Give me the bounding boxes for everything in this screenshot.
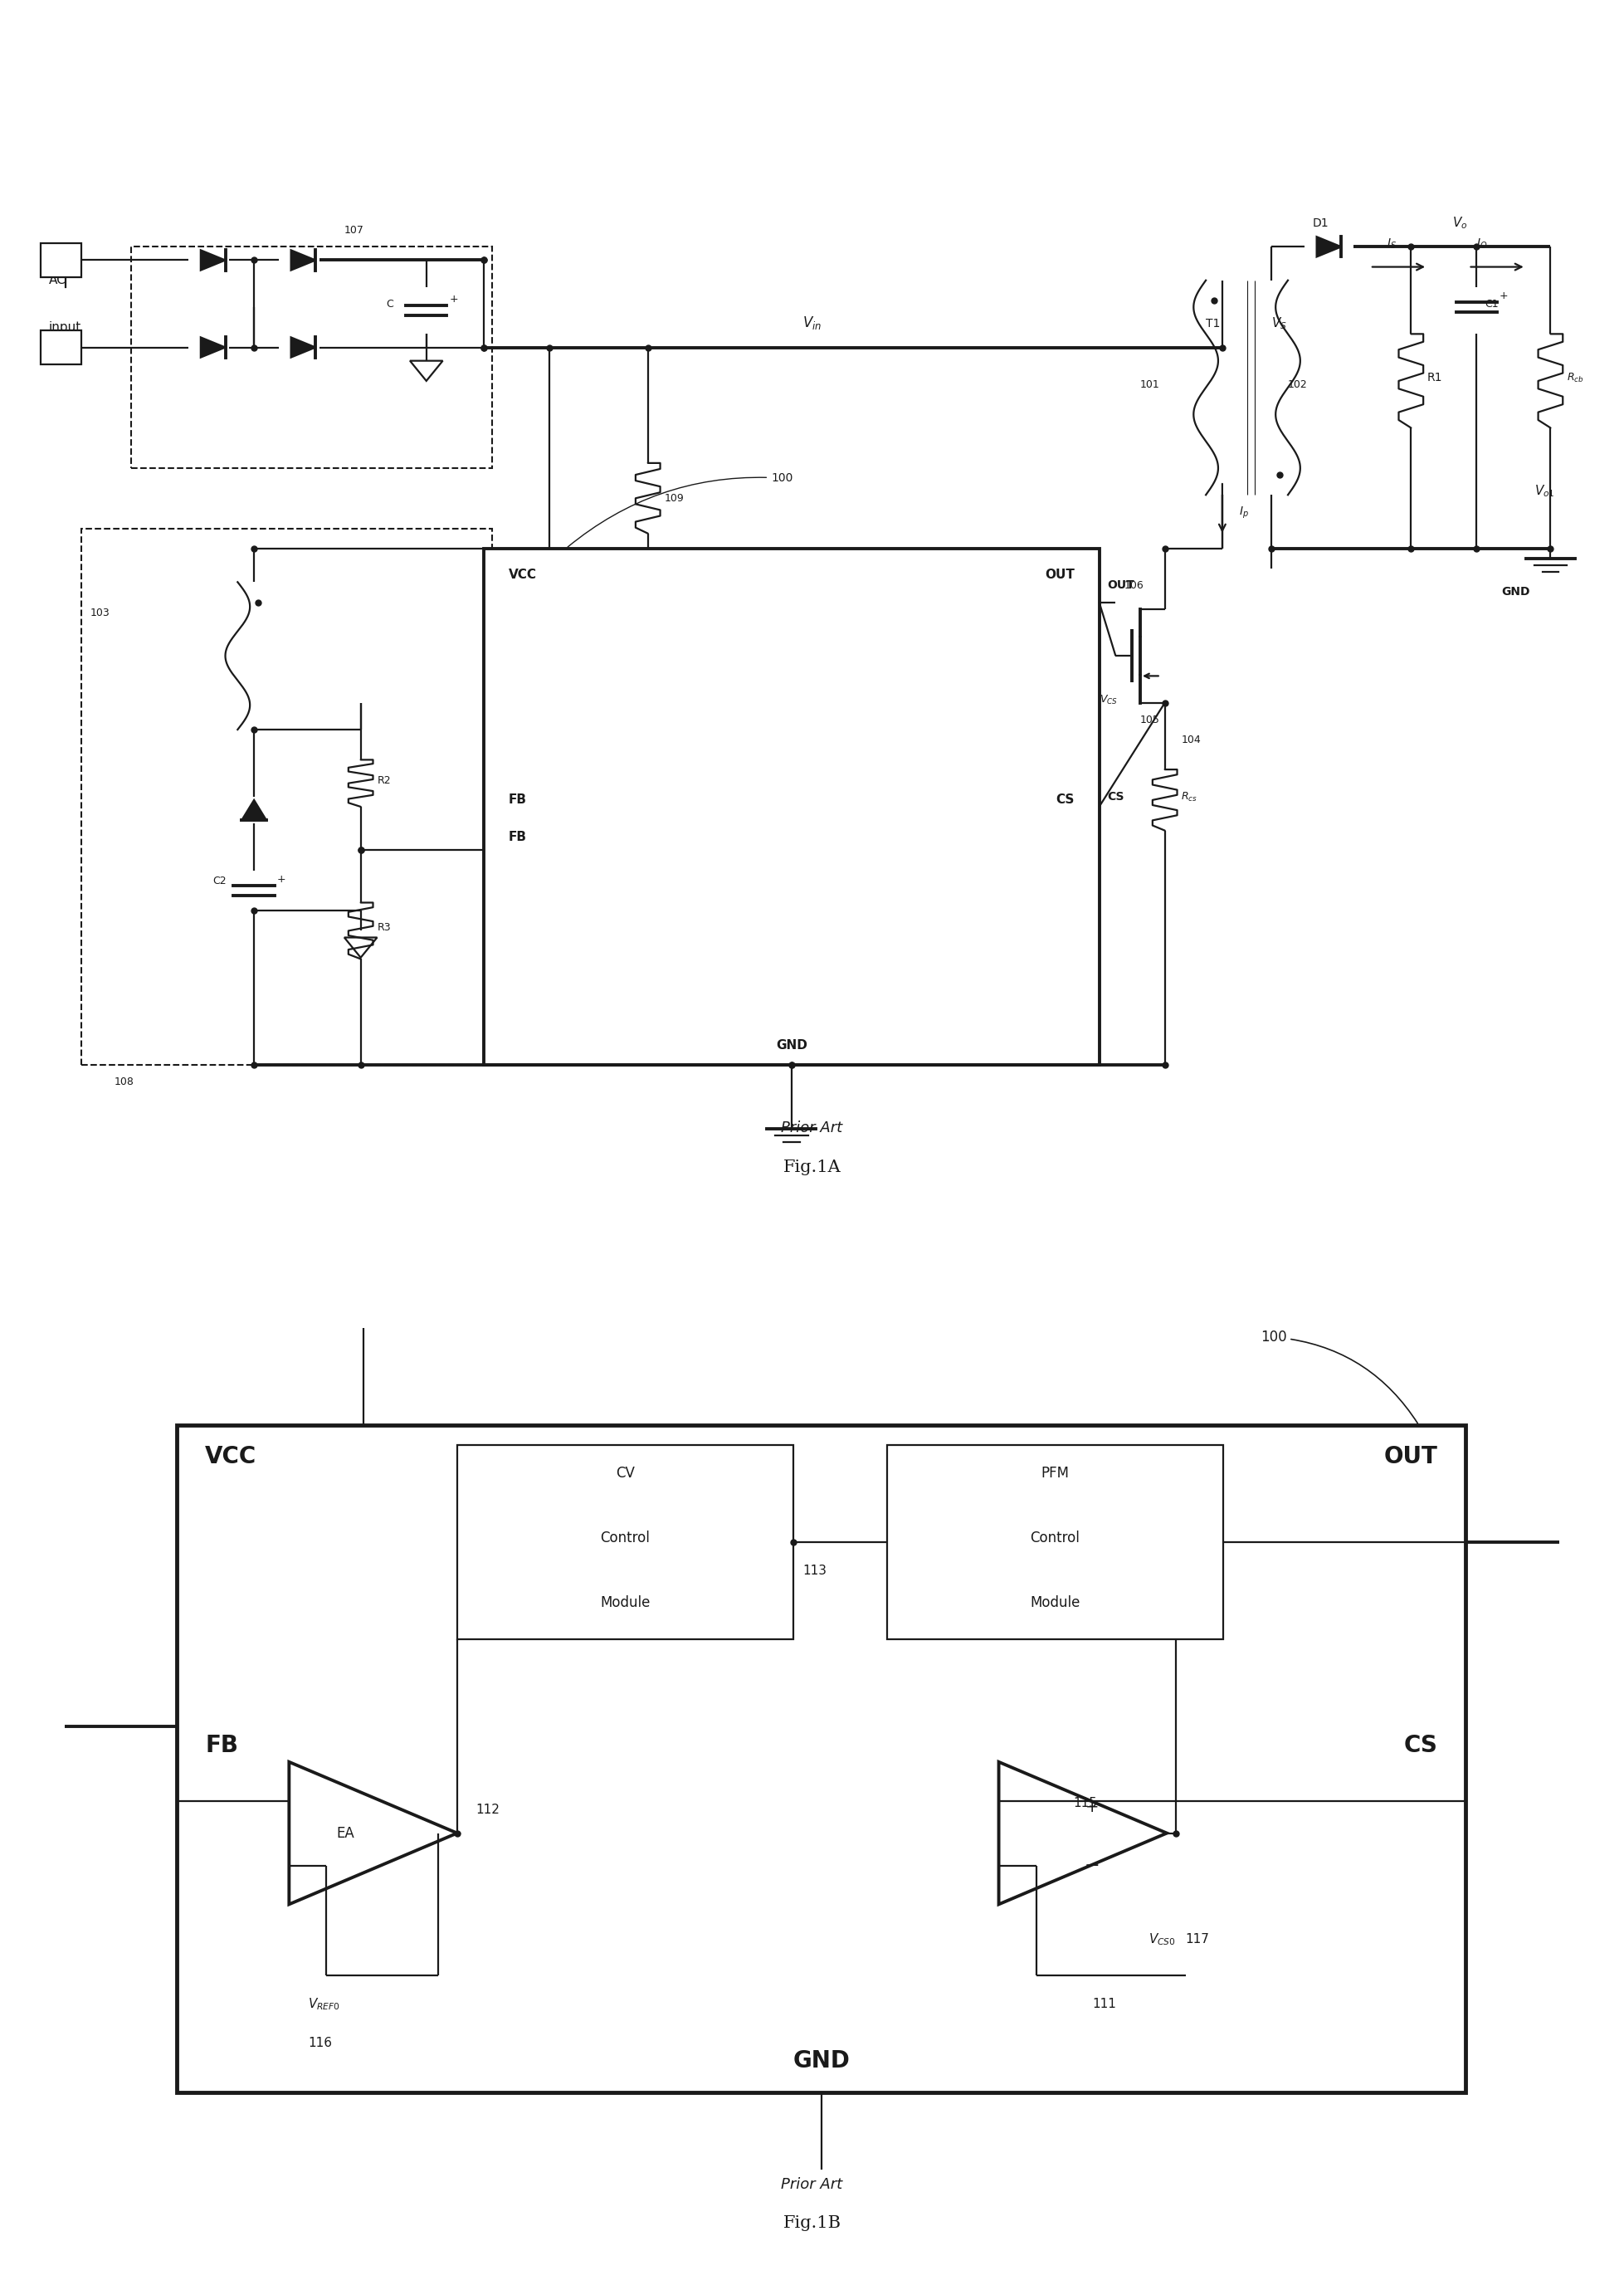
Text: CV: CV [615,1466,635,1480]
Text: CS: CS [1108,791,1124,803]
Text: 117: 117 [1186,1933,1210,1945]
Bar [132,246,492,467]
Text: Control: Control [1030,1530,1080,1546]
Polygon shape [201,251,226,271]
Text: 113: 113 [802,1564,827,1578]
Text: Control: Control [601,1530,650,1546]
Text: 109: 109 [664,492,684,504]
Text: OUT: OUT [1044,568,1075,581]
Text: GND: GND [793,2050,849,2073]
Text: $V_o$: $V_o$ [1452,214,1468,230]
Text: +: + [1499,290,1509,301]
Bar [41,331,81,365]
Text: input: input [49,321,81,333]
Text: FB: FB [205,1735,239,1758]
Text: $R_{cs}$: $R_{cs}$ [1181,791,1199,803]
Text: Module: Module [1030,1596,1080,1610]
Text: $V_{o1}$: $V_{o1}$ [1535,483,1554,499]
Text: $I_S$: $I_S$ [1387,237,1397,251]
Text: $V_{in}$: $V_{in}$ [802,315,822,331]
Text: $V_S$: $V_S$ [1272,315,1288,331]
Text: R2: R2 [377,775,391,787]
Text: GND: GND [776,1040,807,1051]
Text: 106: 106 [1124,581,1143,591]
Text: FB: FB [508,830,526,844]
Text: 102: 102 [1288,378,1307,390]
Text: 100: 100 [568,472,793,547]
Text: 105: 105 [1140,714,1160,725]
Text: 111: 111 [1093,1997,1116,2011]
Text: 116: 116 [309,2036,331,2050]
Text: $R_{cb}$: $R_{cb}$ [1567,372,1583,385]
Text: FB: FB [508,793,526,807]
Polygon shape [291,337,315,358]
Polygon shape [1317,237,1341,258]
Text: +: + [278,873,286,885]
Bar [887,1446,1223,1639]
Text: $V_{CS}$: $V_{CS}$ [1099,693,1117,707]
Text: 101: 101 [1140,378,1160,390]
Text: Fig.1A: Fig.1A [783,1161,841,1176]
Bar [177,1425,1466,2093]
Bar [41,244,81,276]
Polygon shape [291,251,315,271]
Text: VCC: VCC [205,1446,257,1468]
Text: $I_O$: $I_O$ [1476,237,1488,251]
Polygon shape [242,800,266,821]
Text: 103: 103 [89,606,110,618]
Text: $I_p$: $I_p$ [1239,506,1249,520]
Text: −: − [1085,1858,1099,1874]
Text: Prior Art: Prior Art [781,2177,843,2193]
Text: Prior Art: Prior Art [781,1119,843,1135]
Text: R1: R1 [1427,372,1442,383]
Text: 112: 112 [476,1803,500,1817]
Text: 115: 115 [1073,1797,1098,1810]
Text: C2: C2 [213,876,227,887]
Text: 108: 108 [115,1076,135,1088]
Text: C1: C1 [1484,299,1499,310]
Polygon shape [201,337,226,358]
Text: OUT: OUT [1384,1446,1437,1468]
Text: EA: EA [336,1826,354,1840]
Text: +: + [1085,1799,1099,1815]
Text: T1: T1 [1207,319,1220,331]
Text: R3: R3 [377,923,391,933]
Text: +: + [450,294,458,306]
Text: 104: 104 [1181,734,1202,746]
Text: AC: AC [49,274,67,287]
Text: 107: 107 [344,226,364,235]
Text: C: C [387,299,393,310]
Text: CS: CS [1056,793,1075,807]
Text: OUT: OUT [1108,579,1135,591]
Text: CS: CS [1403,1735,1437,1758]
Bar [484,549,1099,1065]
Text: GND: GND [1501,586,1530,597]
Text: PFM: PFM [1041,1466,1069,1480]
Text: Module: Module [601,1596,650,1610]
Text: VCC: VCC [508,568,536,581]
Text: 100: 100 [1260,1329,1418,1423]
Bar [81,529,492,1065]
Text: Fig.1B: Fig.1B [783,2216,841,2232]
Text: $V_{CS0}$: $V_{CS0}$ [1148,1931,1176,1947]
Text: $V_{REF0}$: $V_{REF0}$ [309,1997,339,2011]
Bar [458,1446,794,1639]
Text: D1: D1 [1312,217,1328,230]
